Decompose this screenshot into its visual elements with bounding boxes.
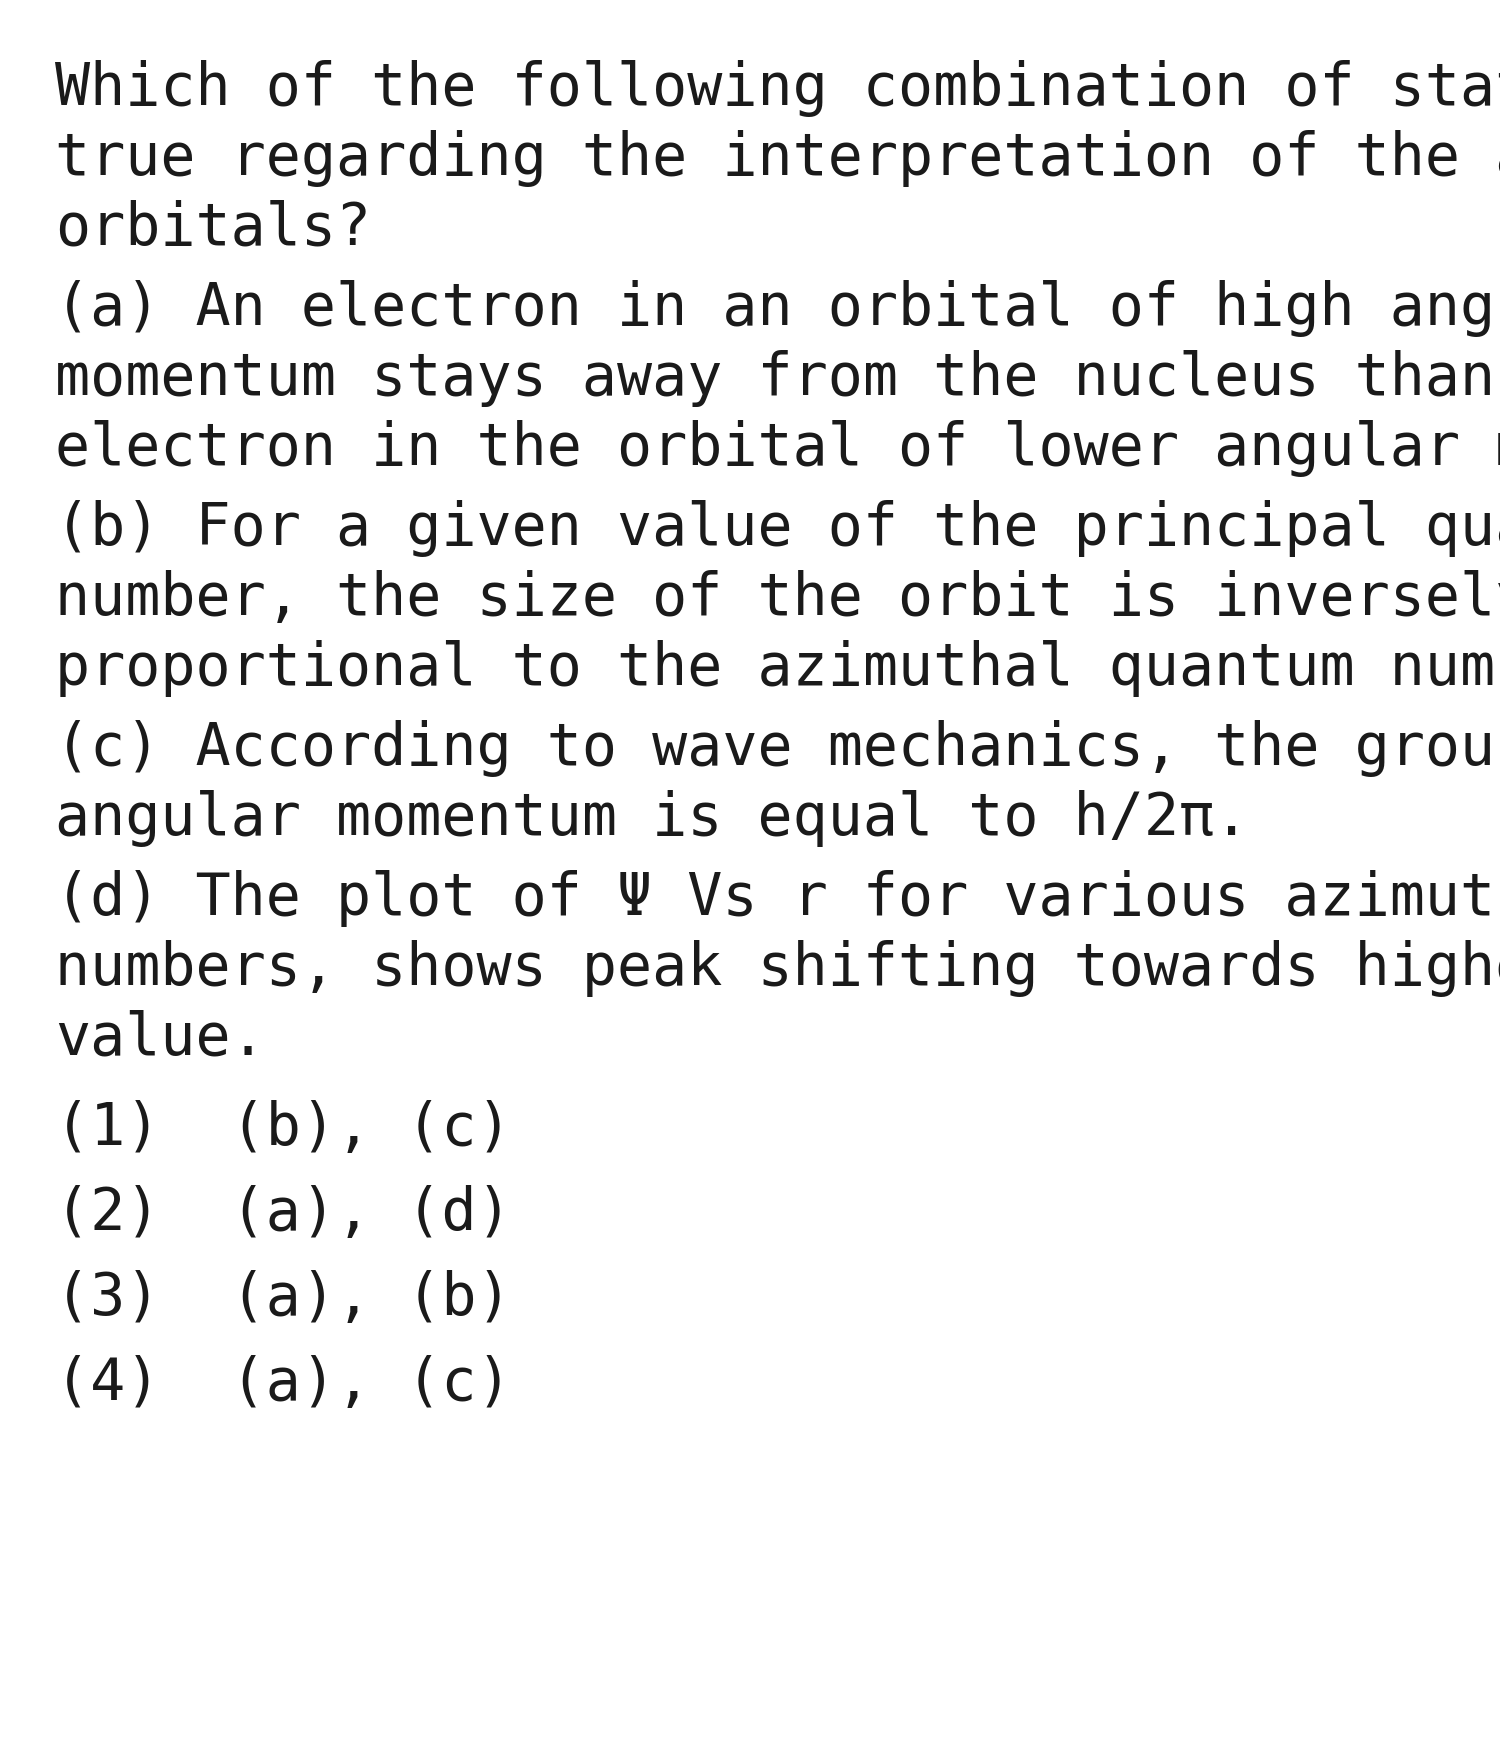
Text: momentum stays away from the nucleus than an: momentum stays away from the nucleus tha… xyxy=(56,351,1500,406)
Text: (d) The plot of Ψ Vs r for various azimuthal quantum: (d) The plot of Ψ Vs r for various azimu… xyxy=(56,870,1500,928)
Text: (b) For a given value of the principal quantum: (b) For a given value of the principal q… xyxy=(56,501,1500,556)
Text: proportional to the azimuthal quantum number.: proportional to the azimuthal quantum nu… xyxy=(56,640,1500,698)
Text: (4)  (a), (c): (4) (a), (c) xyxy=(56,1355,512,1413)
Text: electron in the orbital of lower angular momentum.: electron in the orbital of lower angular… xyxy=(56,420,1500,478)
Text: true regarding the interpretation of the atomic: true regarding the interpretation of the… xyxy=(56,131,1500,187)
Text: orbitals?: orbitals? xyxy=(56,201,370,256)
Text: (2)  (a), (d): (2) (a), (d) xyxy=(56,1184,512,1242)
Text: (a) An electron in an orbital of high angular: (a) An electron in an orbital of high an… xyxy=(56,281,1500,337)
Text: (1)  (b), (c): (1) (b), (c) xyxy=(56,1100,512,1156)
Text: (3)  (a), (b): (3) (a), (b) xyxy=(56,1270,512,1327)
Text: number, the size of the orbit is inversely: number, the size of the orbit is inverse… xyxy=(56,570,1500,628)
Text: value.: value. xyxy=(56,1010,266,1067)
Text: (c) According to wave mechanics, the ground state: (c) According to wave mechanics, the gro… xyxy=(56,720,1500,778)
Text: numbers, shows peak shifting towards higher r: numbers, shows peak shifting towards hig… xyxy=(56,940,1500,998)
Text: Which of the following combination of statements is: Which of the following combination of st… xyxy=(56,59,1500,117)
Text: angular momentum is equal to h/2π.: angular momentum is equal to h/2π. xyxy=(56,790,1250,848)
